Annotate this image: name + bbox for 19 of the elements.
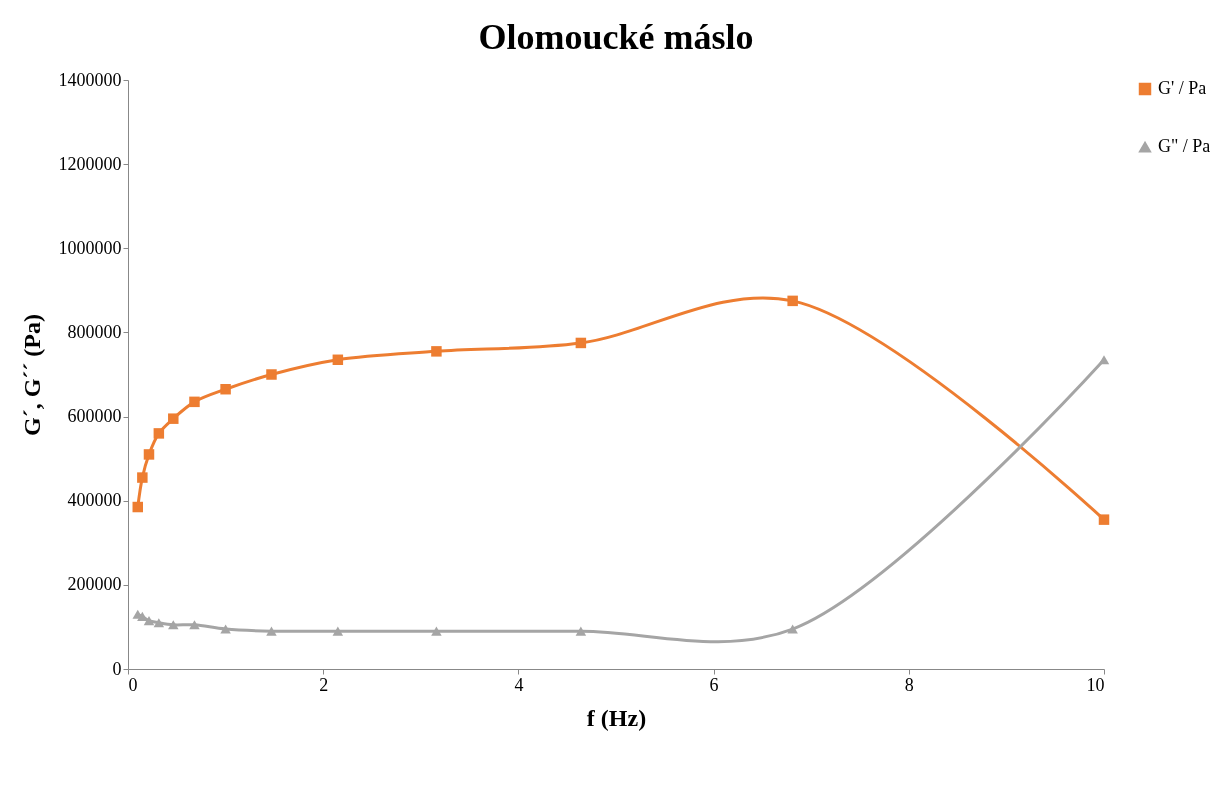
y-tick-label: 0 — [112, 658, 122, 679]
legend-label: G" / Pa — [1158, 136, 1211, 156]
legend-label: G' / Pa — [1158, 78, 1207, 98]
y-tick-label: 400000 — [67, 490, 122, 511]
chart-title: Olomoucké máslo — [478, 17, 754, 57]
x-tick-label: 6 — [709, 674, 719, 695]
x-tick-label: 0 — [128, 674, 138, 695]
y-tick-label: 600000 — [67, 406, 122, 427]
y-axis-title: G´, G´´ (Pa) — [18, 314, 45, 436]
x-tick-label: 4 — [514, 674, 524, 695]
x-tick-label: 8 — [904, 674, 914, 695]
x-tick-label: 10 — [1086, 674, 1105, 695]
y-tick-label: 800000 — [67, 321, 122, 342]
y-tick-label: 200000 — [67, 574, 122, 595]
x-tick-label: 2 — [319, 674, 329, 695]
y-tick-label: 1400000 — [58, 69, 122, 90]
y-tick-label: 1200000 — [58, 153, 122, 174]
y-tick-label: 1000000 — [58, 237, 122, 258]
x-axis-title: f (Hz) — [586, 704, 647, 731]
